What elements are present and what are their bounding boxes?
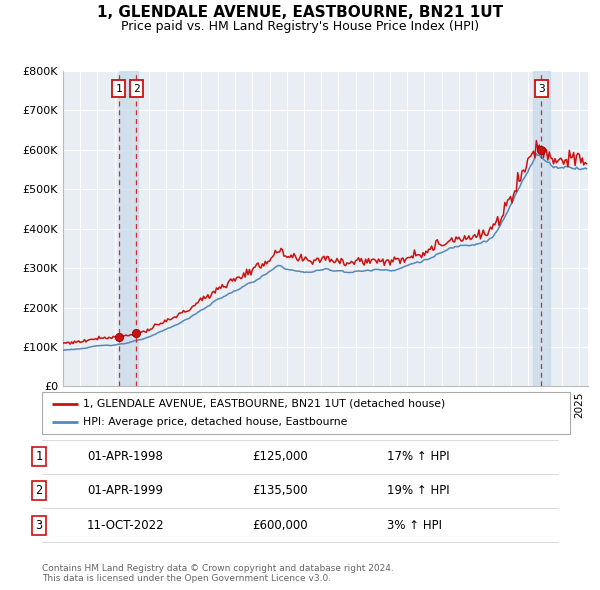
Text: 3: 3 — [35, 519, 43, 532]
Bar — [533, 71, 550, 386]
FancyBboxPatch shape — [42, 392, 570, 434]
Text: £125,000: £125,000 — [252, 450, 308, 463]
Text: £600,000: £600,000 — [252, 519, 308, 532]
Text: 17% ↑ HPI: 17% ↑ HPI — [387, 450, 449, 463]
Text: 01-APR-1999: 01-APR-1999 — [87, 484, 163, 497]
Text: 1, GLENDALE AVENUE, EASTBOURNE, BN21 1UT (detached house): 1, GLENDALE AVENUE, EASTBOURNE, BN21 1UT… — [83, 398, 445, 408]
Text: 1: 1 — [116, 84, 122, 94]
Text: HPI: Average price, detached house, Eastbourne: HPI: Average price, detached house, East… — [83, 418, 347, 428]
Text: 01-APR-1998: 01-APR-1998 — [87, 450, 163, 463]
Text: 3: 3 — [538, 84, 545, 94]
Text: 1, GLENDALE AVENUE, EASTBOURNE, BN21 1UT: 1, GLENDALE AVENUE, EASTBOURNE, BN21 1UT — [97, 5, 503, 19]
Text: 2: 2 — [133, 84, 140, 94]
Text: 3% ↑ HPI: 3% ↑ HPI — [387, 519, 442, 532]
Text: £135,500: £135,500 — [252, 484, 308, 497]
Text: Contains HM Land Registry data © Crown copyright and database right 2024.
This d: Contains HM Land Registry data © Crown c… — [42, 563, 394, 583]
Text: 19% ↑ HPI: 19% ↑ HPI — [387, 484, 449, 497]
Text: 11-OCT-2022: 11-OCT-2022 — [87, 519, 164, 532]
Text: 1: 1 — [35, 450, 43, 463]
Bar — [119, 71, 138, 386]
Text: 2: 2 — [35, 484, 43, 497]
Text: Price paid vs. HM Land Registry's House Price Index (HPI): Price paid vs. HM Land Registry's House … — [121, 20, 479, 33]
